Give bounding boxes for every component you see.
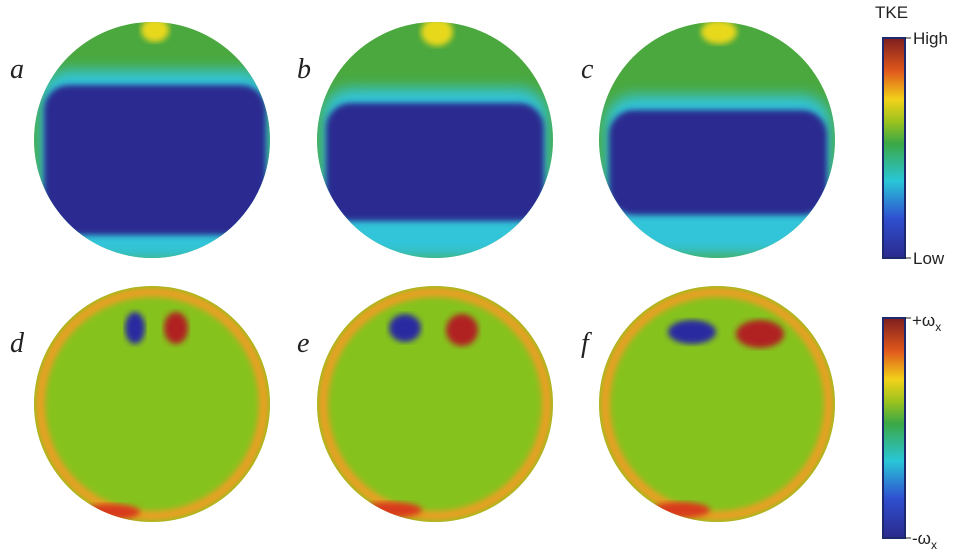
panel-label: b	[297, 54, 311, 85]
vorticity-panel	[30, 280, 280, 530]
label-subscript: x	[935, 320, 941, 334]
figure: a b c d e f TKE High Low +ωx -ωx	[0, 0, 956, 556]
label-subscript: x	[931, 538, 937, 552]
colorbar	[883, 318, 905, 538]
vorticity-panel	[595, 280, 845, 530]
colorbar-label: -ωx	[912, 529, 937, 552]
colorbar-title: TKE	[875, 3, 908, 22]
panel-label: f	[581, 328, 592, 359]
label-text: +ω	[912, 311, 935, 330]
colorbar-label: High	[913, 29, 948, 48]
colorbar-label: +ωx	[912, 311, 941, 334]
panel-label: a	[10, 54, 24, 85]
tke-panel	[30, 18, 280, 270]
colorbar	[883, 38, 905, 258]
panel-label: d	[10, 328, 25, 359]
tke-panel	[310, 18, 560, 270]
label-text: -ω	[912, 529, 931, 548]
panel-label: e	[297, 328, 309, 359]
tke-panel	[595, 20, 845, 270]
vorticity-panel	[310, 280, 560, 530]
colorbar-label: Low	[913, 249, 945, 268]
panel-label: c	[581, 54, 594, 85]
